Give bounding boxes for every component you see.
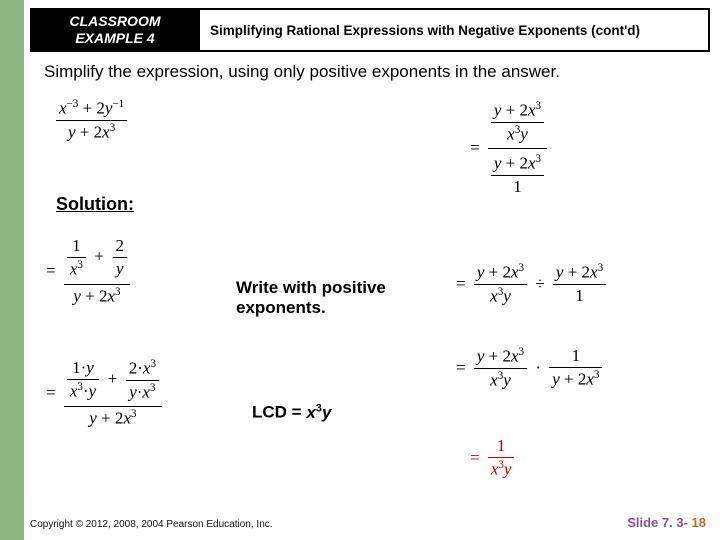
header-left: CLASSROOM EXAMPLE 4 — [30, 8, 200, 52]
original-expression: x−3 + 2y−1 y + 2x3 — [56, 98, 127, 142]
copyright: Copyright © 2012, 2008, 2004 Pearson Edu… — [30, 519, 273, 530]
header-left-line1: CLASSROOM — [70, 13, 161, 30]
slide-number: Slide 7. 3- 18 — [627, 515, 706, 530]
instruction: Simplify the expression, using only posi… — [44, 62, 560, 82]
note1-line2: exponents. — [236, 298, 386, 318]
step4: = y + 2x3x3y ÷ y + 2x31 — [452, 262, 606, 306]
slide-page: 18 — [692, 515, 706, 530]
header: CLASSROOM EXAMPLE 4 Simplifying Rational… — [30, 8, 710, 52]
lcd-expr: x3y — [306, 403, 331, 422]
step3: = y + 2x3x3y y + 2x31 — [466, 100, 547, 197]
note-lcd: LCD = x3y — [252, 402, 331, 423]
note1-line1: Write with positive — [236, 278, 386, 298]
left-stripe — [0, 0, 24, 540]
step5: = y + 2x3x3y · 1y + 2x3 — [452, 346, 602, 390]
header-left-line2: EXAMPLE 4 — [75, 30, 154, 47]
final-answer: = 1 x3y — [466, 436, 514, 480]
step1: = 1x3 + 2y y + 2x3 — [42, 236, 130, 306]
note-positive-exponents: Write with positive exponents. — [236, 278, 386, 319]
header-right: Simplifying Rational Expressions with Ne… — [200, 8, 710, 52]
solution-label: Solution: — [56, 194, 134, 215]
slide-prefix: Slide 7. 3- — [627, 515, 691, 530]
lcd-prefix: LCD = — [252, 403, 306, 422]
step2: = 1·yx3·y + 2·x3y·x3 y + 2x3 — [42, 358, 162, 429]
